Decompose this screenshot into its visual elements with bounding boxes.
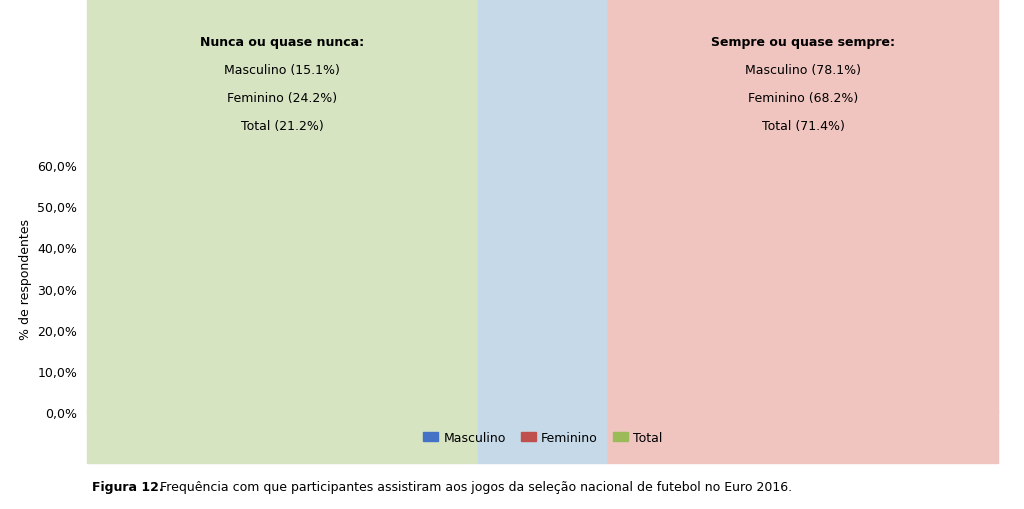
Text: 38,6%: 38,6%	[911, 242, 944, 252]
Text: Figura 12.: Figura 12.	[92, 479, 164, 493]
Y-axis label: % de respondentes: % de respondentes	[18, 218, 32, 339]
Text: 53,0%: 53,0%	[880, 183, 912, 193]
Text: 7,6%: 7,6%	[529, 370, 556, 379]
Bar	[110, 402, 141, 412]
Bar	[623, 371, 655, 412]
Bar	[783, 339, 815, 412]
Bar	[141, 397, 174, 412]
Text: 11,8%: 11,8%	[654, 352, 688, 362]
Text: Feminino (68.2%): Feminino (68.2%)	[748, 92, 858, 104]
Text: 10,0%: 10,0%	[623, 359, 655, 370]
Bar	[526, 381, 559, 412]
Bar	[815, 343, 848, 412]
Bar	[238, 381, 270, 412]
Bar	[495, 384, 526, 412]
Bar	[944, 234, 976, 412]
Text: Total (21.2%): Total (21.2%)	[241, 120, 324, 132]
Text: Sempre ou quase sempre:: Sempre ou quase sempre:	[711, 36, 895, 48]
Bar	[911, 253, 944, 412]
Text: Masculino (78.1%): Masculino (78.1%)	[745, 64, 861, 76]
Text: 3,8%: 3,8%	[144, 385, 171, 395]
Bar	[559, 382, 591, 412]
Text: 2,5%: 2,5%	[113, 390, 139, 401]
Bar	[302, 369, 334, 412]
Bar	[270, 363, 302, 412]
Bar	[398, 377, 430, 412]
Text: 3,4%: 3,4%	[176, 387, 203, 397]
Bar	[880, 194, 911, 412]
Text: 7,4%: 7,4%	[561, 370, 588, 380]
Text: Nunca ou quase nunca:: Nunca ou quase nunca:	[201, 36, 365, 48]
Text: Frequência com que participantes assistiram aos jogos da seleção nacional de fut: Frequência com que participantes assisti…	[156, 479, 792, 493]
Text: Feminino (24.2%): Feminino (24.2%)	[227, 92, 337, 104]
Bar	[367, 392, 398, 412]
Text: 7,5%: 7,5%	[241, 370, 267, 380]
Text: 43,3%: 43,3%	[943, 222, 977, 233]
Bar	[430, 382, 463, 412]
Bar	[174, 399, 206, 412]
Text: 17,8%: 17,8%	[783, 327, 816, 337]
Bar	[687, 366, 719, 412]
Text: 10,5%: 10,5%	[302, 357, 335, 367]
Text: 11,2%: 11,2%	[687, 355, 720, 364]
Text: 7,4%: 7,4%	[433, 370, 460, 380]
Bar	[752, 350, 783, 412]
Legend: Masculino, Feminino, Total: Masculino, Feminino, Total	[419, 427, 667, 449]
Text: 6,8%: 6,8%	[498, 373, 524, 383]
Text: Masculino (15.1%): Masculino (15.1%)	[224, 64, 340, 76]
Bar	[655, 364, 687, 412]
Text: 16,9%: 16,9%	[815, 331, 848, 341]
Text: 15,1%: 15,1%	[751, 338, 784, 349]
Text: 8,5%: 8,5%	[401, 366, 428, 376]
X-axis label: Frequência com que assistiram aos jogos da seleção nacional de futebol no Euro 2: Frequência com que assistiram aos jogos …	[241, 443, 845, 456]
Text: 11,9%: 11,9%	[269, 352, 302, 362]
Text: Total (71.4%): Total (71.4%)	[762, 120, 845, 132]
Text: 5,0%: 5,0%	[369, 380, 395, 390]
